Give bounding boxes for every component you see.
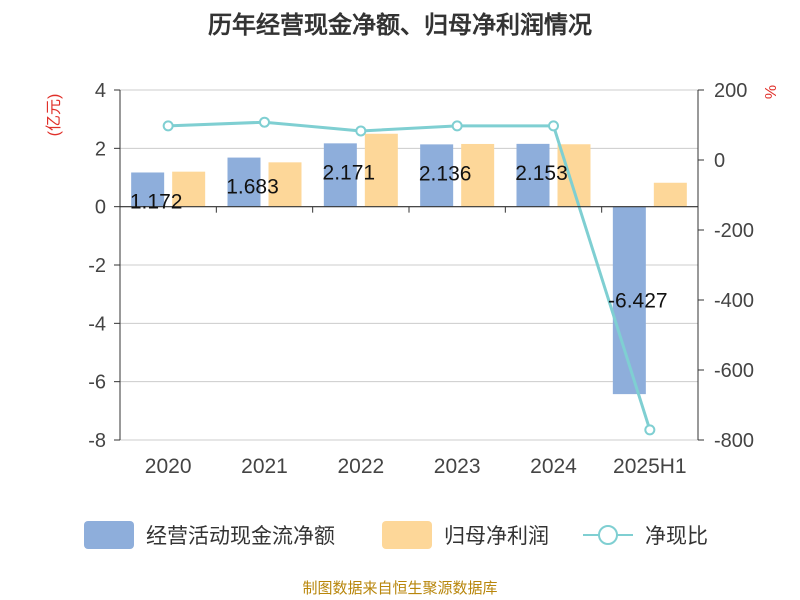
ratio-point <box>162 120 174 132</box>
y-right-tick-label: 0 <box>714 150 725 172</box>
ratio-point <box>451 120 463 132</box>
bar-cashflow <box>323 143 357 207</box>
legend: 经营活动现金流净额 归母净利润 净现比 <box>84 521 708 549</box>
data-labels: 1.172 1.683 2.171 2.136 2.153 -6.427 <box>130 161 668 312</box>
bar-net-profit <box>364 133 398 207</box>
bar-marks <box>131 133 687 395</box>
bar-cashflow <box>227 157 261 207</box>
bar-net-profit <box>461 143 495 207</box>
source-footer: 制图数据来自恒生聚源数据库 <box>302 580 497 597</box>
ratio-point <box>355 125 367 137</box>
y-left-tick-label: -8 <box>88 430 106 452</box>
y-right-tick-label: -600 <box>714 360 754 382</box>
bar-data-label: -6.427 <box>608 289 668 312</box>
y-right-axis-label: % <box>763 85 780 99</box>
bar-cashflow <box>516 143 550 207</box>
y-left-tick-label: 2 <box>95 138 106 160</box>
ratio-line <box>168 120 652 431</box>
legend-label-ratio: 净现比 <box>645 525 708 548</box>
legend-swatch-cashflow <box>84 521 134 549</box>
bar-cashflow <box>420 144 454 207</box>
y-right-tick-label: 200 <box>714 80 747 102</box>
axes: -8 -6 -4 -2 0 2 4 -800 -600 -400 -200 0 200 2020 2021 2… <box>88 80 754 478</box>
y-left-axis-label: (亿元) <box>45 94 63 137</box>
y-right-tick-label: -400 <box>714 290 754 312</box>
y-left-tick-label: 4 <box>95 80 106 102</box>
legend-label-net-profit: 归母净利润 <box>444 525 549 548</box>
ratio-point <box>259 116 270 128</box>
legend-label-cashflow: 经营活动现金流净额 <box>146 525 335 548</box>
x-tick-label: 2022 <box>337 455 384 478</box>
bar-net-profit <box>172 171 206 207</box>
legend-swatch-net-profit <box>382 521 432 549</box>
ratio-point <box>548 120 559 132</box>
bar-data-label: 2.153 <box>515 162 568 185</box>
y-left-tick-label: -4 <box>88 313 106 335</box>
x-tick-label: 2023 <box>434 455 481 478</box>
bar-cashflow <box>131 172 165 207</box>
chart-title: 历年经营现金净额、归母净利润情况 <box>208 11 592 39</box>
grid-lines <box>120 89 698 441</box>
y-left-tick-label: 0 <box>95 197 106 219</box>
bar-data-label: 2.171 <box>323 161 376 184</box>
bar-net-profit <box>268 162 302 207</box>
line-marks <box>162 116 656 436</box>
legend-swatch-ratio-marker <box>598 525 618 545</box>
y-left-tick-label: -2 <box>88 255 106 277</box>
y-left-tick-label: -6 <box>88 372 106 394</box>
y-right-tick-label: -800 <box>714 430 754 452</box>
ratio-point <box>644 424 656 436</box>
bar-net-profit <box>653 182 687 207</box>
x-tick-label: 2020 <box>145 455 192 478</box>
bar-data-label: 2.136 <box>419 162 472 185</box>
x-tick-label: 2025H1 <box>613 455 687 478</box>
x-tick-label: 2024 <box>530 455 577 478</box>
bar-data-label: 1.683 <box>226 176 279 199</box>
y-right-tick-label: -200 <box>714 220 754 242</box>
bar-data-label: 1.172 <box>130 190 183 213</box>
x-tick-label: 2021 <box>241 455 288 478</box>
